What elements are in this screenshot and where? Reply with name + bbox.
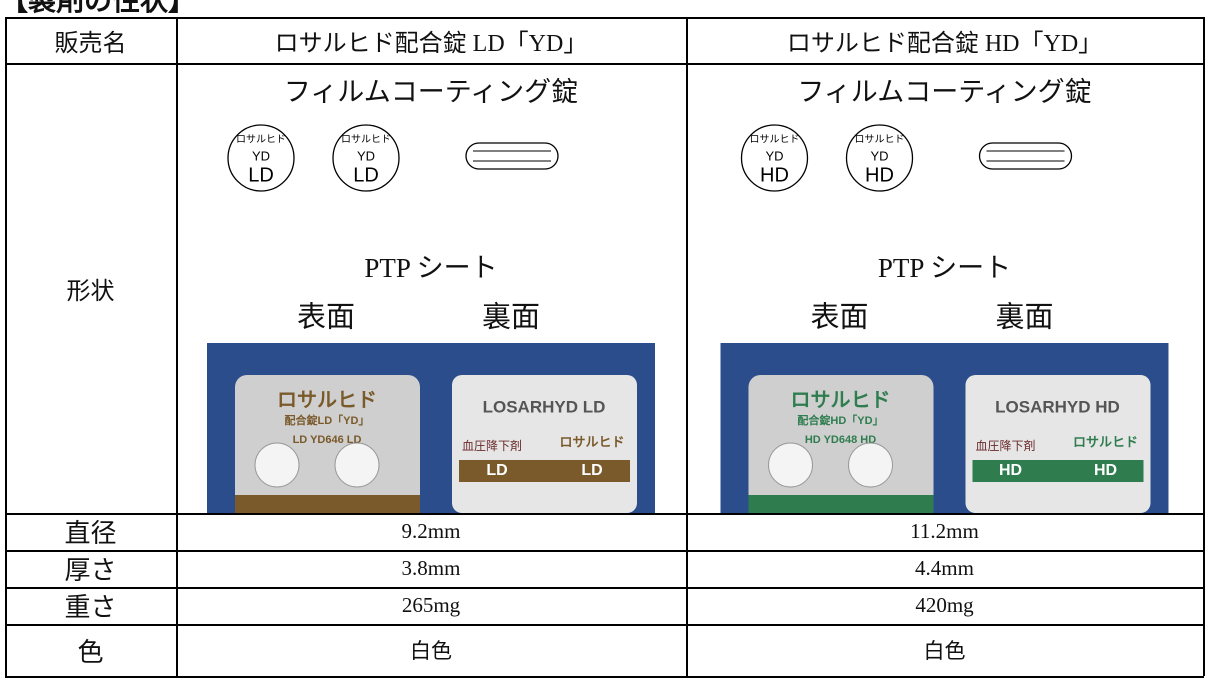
cell-value: 420mg bbox=[915, 593, 974, 617]
sheet-text: ロサルヒド bbox=[791, 389, 891, 411]
cell-value: 白色 bbox=[410, 639, 452, 663]
front-label: 表面 bbox=[297, 301, 355, 334]
table-border bbox=[5, 624, 1204, 626]
table-border bbox=[5, 63, 1204, 65]
sheet-text: ロサルヒド bbox=[277, 389, 377, 411]
tablet-imprint: ロサルヒド bbox=[341, 134, 391, 146]
sheet-band bbox=[972, 460, 1144, 482]
sheet-tablet bbox=[848, 442, 893, 488]
ptp-label: PTP シート bbox=[364, 253, 497, 283]
tablet-imprint: LD bbox=[353, 164, 379, 186]
tablet-side bbox=[978, 142, 1073, 170]
table-border bbox=[5, 550, 1204, 552]
cell-value: 11.2mm bbox=[910, 519, 979, 543]
header-cell: 販売名 bbox=[54, 30, 127, 57]
row-label: 色 bbox=[77, 637, 104, 667]
cell-value: 9.2mm bbox=[401, 519, 461, 543]
sheet-text: HD bbox=[999, 462, 1022, 479]
sheet-text: LD YD646 LD bbox=[293, 434, 362, 446]
row-label: 厚さ bbox=[64, 556, 117, 585]
coating-label: フィルムコーティング錠 bbox=[284, 77, 578, 107]
row-label: 直径 bbox=[64, 519, 117, 548]
tablet-imprint: ロサルヒド bbox=[750, 134, 800, 146]
cell-value: 白色 bbox=[923, 639, 966, 663]
sheet-text: HD YD648 HD bbox=[805, 434, 876, 446]
header-cell: ロサルヒド配合錠 HD「YD」 bbox=[786, 30, 1103, 57]
header-cell: ロサルヒド配合錠 LD「YD」 bbox=[274, 30, 588, 57]
sheet-text: LOSARHYD HD bbox=[995, 397, 1120, 416]
table-border bbox=[686, 17, 688, 676]
sheet-text: ロサルヒド bbox=[1073, 434, 1138, 449]
sheet-tablet bbox=[254, 442, 300, 488]
table-border bbox=[5, 587, 1204, 589]
sheet-band bbox=[748, 495, 934, 513]
sheet-text: 血圧降下剤 bbox=[462, 438, 522, 453]
table-border bbox=[176, 17, 178, 676]
sheet-text: LD bbox=[581, 462, 602, 479]
tablet-imprint: YD bbox=[870, 148, 888, 163]
back-label: 裏面 bbox=[995, 301, 1053, 334]
table-border bbox=[5, 17, 7, 676]
tablet-imprint: YD bbox=[765, 148, 783, 163]
sheet-text: ロサルヒド bbox=[559, 434, 624, 449]
cell-value: 4.4mm bbox=[915, 556, 974, 580]
cell-value: 3.8mm bbox=[401, 556, 461, 580]
tablet-side bbox=[465, 142, 559, 170]
cell-value: 265mg bbox=[401, 593, 461, 617]
row-label: 重さ bbox=[64, 593, 117, 622]
tablet-face bbox=[740, 124, 809, 192]
sheet-text: LD bbox=[486, 462, 507, 479]
sheet-tablet bbox=[768, 442, 813, 488]
sheet-text: 配合錠HD「YD」 bbox=[797, 413, 883, 427]
tablet-imprint: YD bbox=[357, 148, 375, 163]
sheet-band bbox=[235, 495, 420, 513]
table-border bbox=[5, 17, 1204, 19]
sheet-tablet bbox=[334, 442, 380, 488]
tablet-imprint: HD bbox=[865, 164, 894, 186]
sheet-text: 配合錠LD「YD」 bbox=[285, 413, 370, 427]
tablet-face bbox=[332, 124, 400, 192]
tablet-imprint: ロサルヒド bbox=[855, 134, 905, 146]
sheet-band bbox=[459, 460, 630, 482]
tablet-imprint: HD bbox=[760, 164, 789, 186]
sheet-text: HD bbox=[1094, 462, 1117, 479]
sheet-text: 血圧降下剤 bbox=[975, 438, 1035, 453]
table-border bbox=[1203, 17, 1205, 676]
row-label: 形状 bbox=[66, 278, 115, 305]
back-label: 裏面 bbox=[482, 301, 540, 334]
coating-label: フィルムコーティング錠 bbox=[797, 77, 1091, 107]
table-border bbox=[5, 513, 1204, 515]
sheet-text: LOSARHYD LD bbox=[483, 397, 606, 416]
tablet-imprint: LD bbox=[248, 164, 274, 186]
tablet-imprint: ロサルヒド bbox=[236, 134, 286, 146]
ptp-label: PTP シート bbox=[878, 253, 1011, 283]
tablet-face bbox=[227, 124, 295, 192]
table-border bbox=[5, 676, 1204, 678]
tablet-face bbox=[845, 124, 914, 192]
front-label: 表面 bbox=[810, 301, 868, 334]
tablet-imprint: YD bbox=[252, 148, 270, 163]
section-title: 【製剤の性状】 bbox=[0, 0, 197, 17]
